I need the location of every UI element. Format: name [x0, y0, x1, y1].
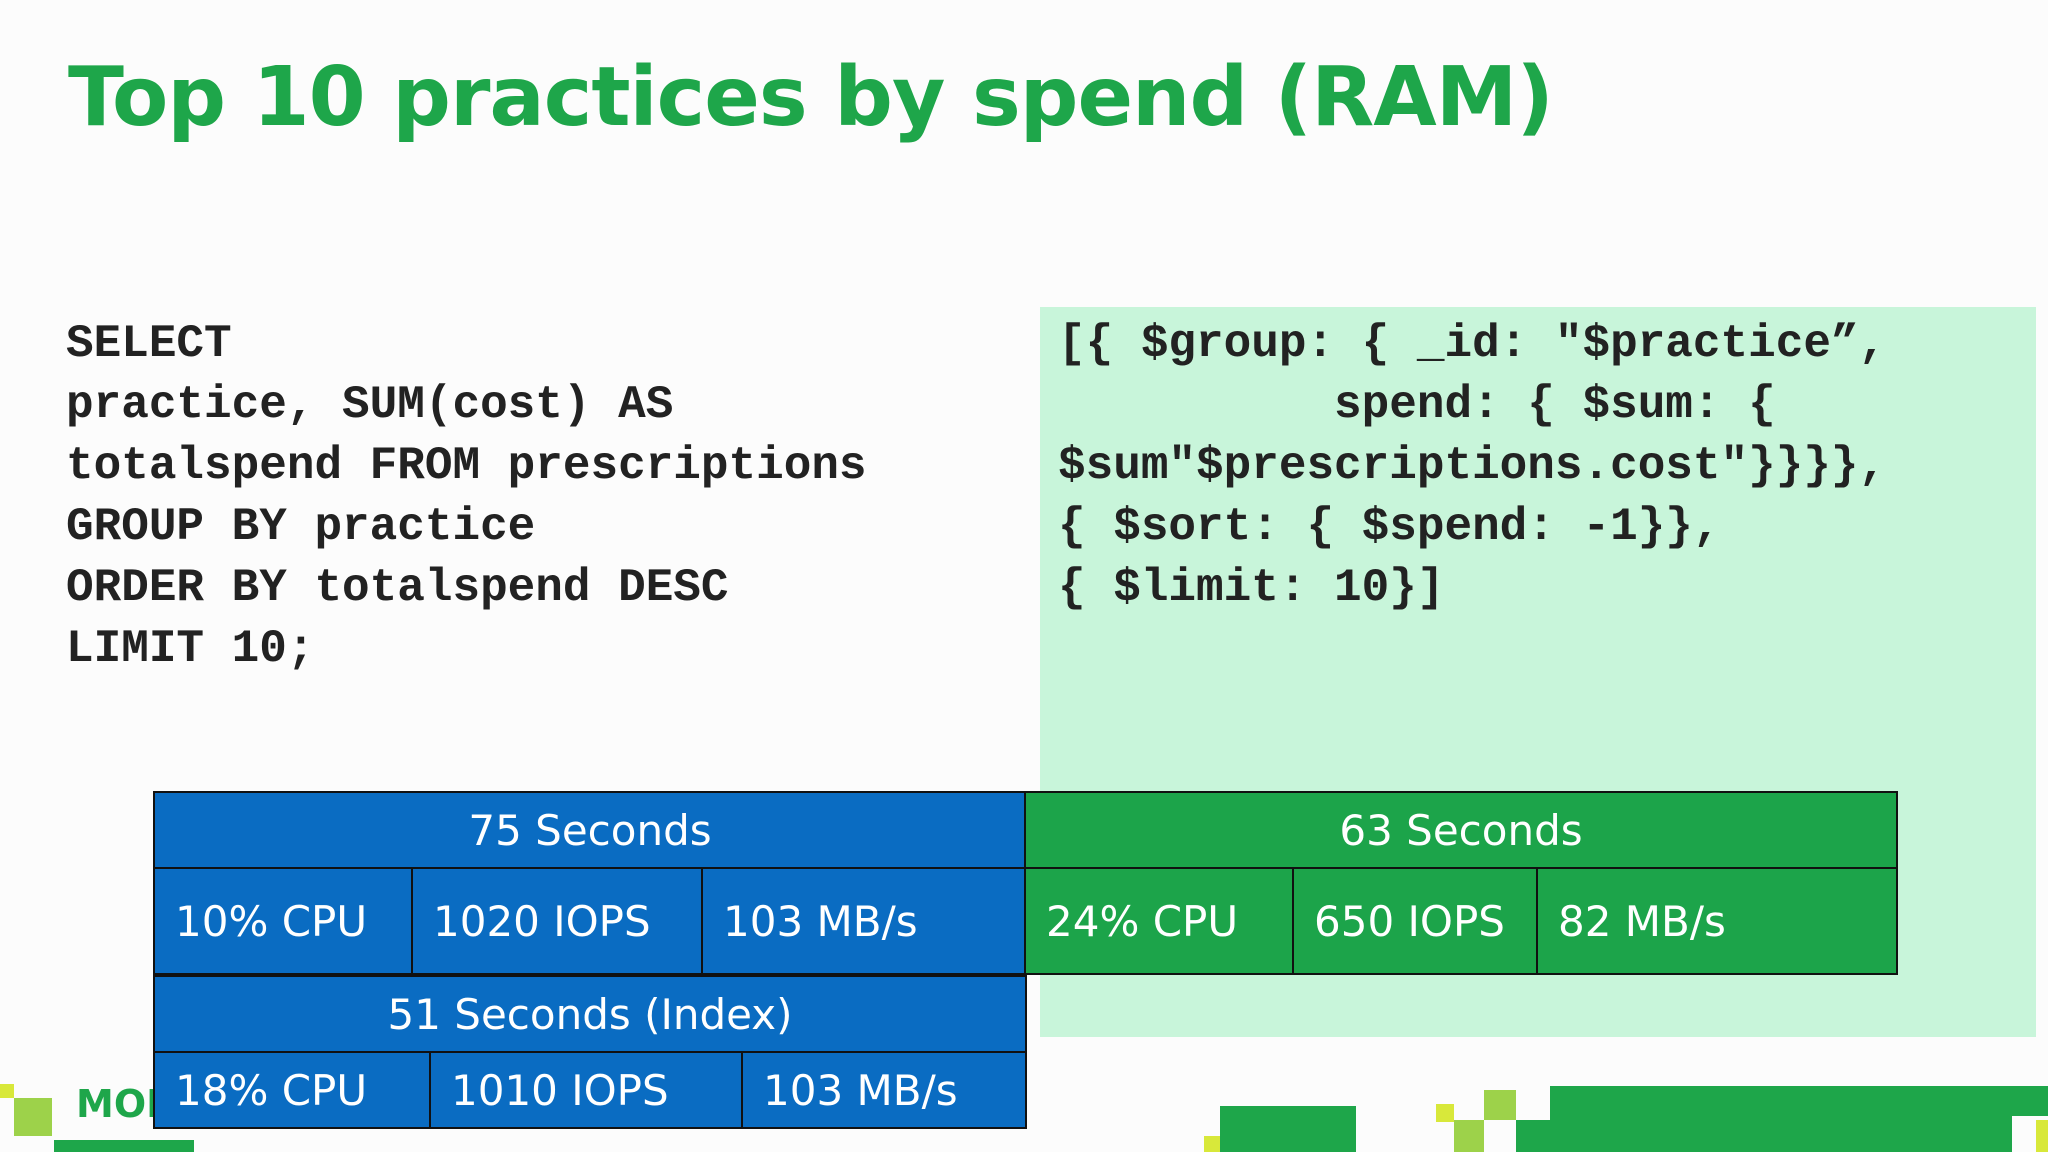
sql-time: 75 Seconds — [152, 791, 1028, 869]
sql-iops: 1020 IOPS — [411, 867, 703, 975]
sql-query: SELECT practice, SUM(cost) AS totalspend… — [66, 318, 867, 675]
mongo-throughput: 82 MB/s — [1535, 867, 1899, 975]
slide-title: Top 10 practices by spend (RAM) — [68, 50, 1554, 145]
sql-index-results-table: 51 Seconds (Index) 18% CPU 1010 IOPS 103… — [153, 975, 1027, 1129]
sql-cpu: 10% CPU — [153, 867, 413, 975]
mongo-cpu: 24% CPU — [1024, 867, 1294, 975]
sql-index-iops: 1010 IOPS — [429, 1051, 743, 1129]
mongo-iops: 650 IOPS — [1292, 867, 1538, 975]
mongo-results-table: 63 Seconds 24% CPU 650 IOPS 82 MB/s — [1023, 791, 1899, 975]
sql-index-time: 51 Seconds (Index) — [153, 975, 1027, 1053]
mongo-time: 63 Seconds — [1023, 791, 1899, 869]
sql-index-cpu: 18% CPU — [153, 1051, 431, 1129]
sql-throughput: 103 MB/s — [700, 867, 1028, 975]
sql-results-table: 75 Seconds 10% CPU 1020 IOPS 103 MB/s — [152, 791, 1028, 975]
mongo-query: [{ $group: { _id: "$practice”, spend: { … — [1058, 318, 1887, 614]
sql-index-throughput: 103 MB/s — [741, 1051, 1027, 1129]
